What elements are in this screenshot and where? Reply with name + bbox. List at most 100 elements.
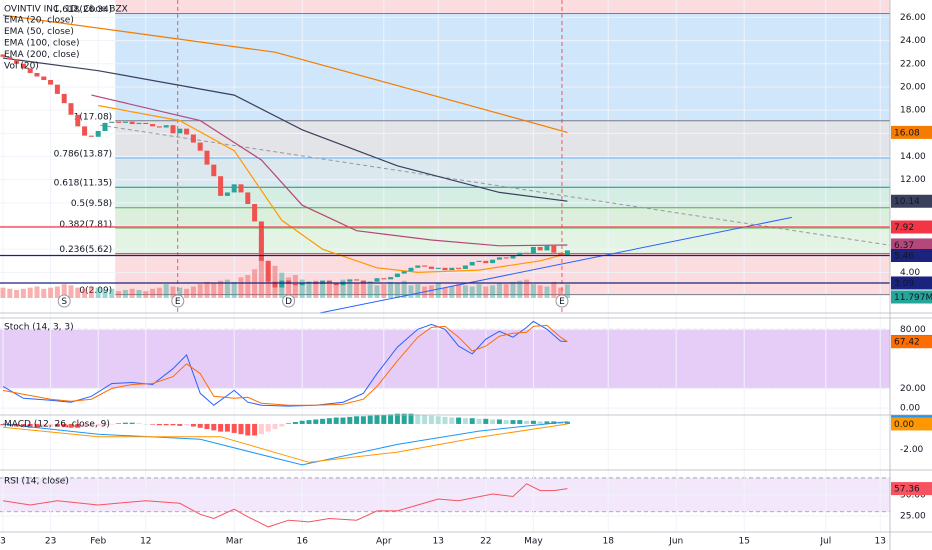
candle — [530, 246, 536, 254]
volume-bar — [34, 286, 40, 298]
price-tag — [891, 276, 932, 290]
volume-bar — [0, 287, 6, 298]
macd-histogram-bar — [306, 420, 312, 424]
volume-bar — [129, 288, 135, 298]
macd-histogram-bar — [442, 416, 448, 424]
volume-bar — [313, 280, 319, 298]
y-tick-label: 12.00 — [900, 175, 926, 185]
macd-histogram-bar — [326, 418, 332, 424]
volume-bar — [496, 283, 502, 298]
macd-histogram-bar — [156, 423, 162, 426]
candle — [442, 267, 448, 271]
price-tag — [891, 125, 932, 139]
macd-histogram-bar — [129, 422, 135, 424]
fib-top-fill — [115, 0, 890, 14]
candle — [469, 261, 475, 266]
macd-histogram-bar — [286, 423, 292, 424]
macd-histogram-bar — [503, 420, 509, 424]
price-tag-label: 57.36 — [894, 485, 920, 495]
candle — [483, 260, 489, 264]
candle — [211, 164, 217, 177]
macd-histogram-bar — [367, 415, 373, 424]
macd-histogram-bar — [48, 423, 54, 427]
macd-histogram-bar — [116, 423, 122, 424]
macd-histogram-bar — [27, 423, 33, 428]
macd-histogram-bar — [347, 416, 353, 424]
macd-histogram-bar — [34, 423, 40, 428]
volume-bar — [163, 284, 169, 298]
volume-bar — [177, 287, 183, 298]
volume-bar — [360, 280, 366, 298]
macd-histogram-bar — [190, 423, 196, 427]
candle — [456, 267, 462, 269]
candle — [544, 245, 550, 251]
volume-bar — [20, 288, 26, 298]
candle — [299, 282, 305, 286]
fib-label: 0(2.09) — [79, 286, 112, 296]
volume-bar — [258, 234, 264, 298]
macd-histogram-bar — [374, 415, 380, 424]
macd-histogram-bar — [401, 413, 407, 424]
price-tag — [891, 220, 932, 234]
candle — [54, 84, 60, 94]
candle — [333, 282, 339, 286]
volume-bar — [245, 275, 251, 298]
fib-band — [115, 13, 890, 121]
candle — [7, 56, 13, 60]
volume-bar — [68, 285, 74, 298]
volume-bar — [14, 289, 20, 298]
macd-histogram-bar — [184, 423, 190, 426]
candle — [68, 103, 74, 115]
volume-bar — [190, 286, 196, 298]
macd-histogram-bar — [231, 423, 237, 433]
candle — [265, 260, 271, 282]
macd-histogram-bar — [544, 421, 550, 424]
macd-histogram-bar — [272, 423, 278, 430]
macd-line — [2, 423, 568, 463]
candle — [143, 122, 149, 125]
macd-histogram-bar — [408, 413, 414, 424]
macd-histogram-bar — [517, 420, 523, 424]
fib-label: 0.382(7.81) — [59, 220, 112, 230]
legend-entry: EMA (20, close) — [4, 16, 74, 26]
volume-bar — [238, 277, 244, 298]
candle — [122, 121, 128, 123]
candle — [82, 126, 88, 136]
price-tag-label: 67.42 — [894, 338, 920, 348]
y-tick-label: 0.00 — [900, 404, 920, 414]
macd-histogram-bar — [252, 423, 258, 436]
candle — [428, 266, 434, 269]
candle — [537, 246, 543, 251]
candle — [462, 265, 468, 269]
volume-bar — [197, 284, 203, 298]
fib-band — [115, 120, 890, 159]
volume-bar — [483, 286, 489, 298]
candle — [224, 192, 230, 196]
volume-bar — [88, 286, 94, 298]
volume-bar — [156, 287, 162, 298]
macd-histogram-bar — [530, 420, 536, 424]
legend-entry: Vol (20) — [4, 62, 39, 72]
volume-bar — [517, 280, 523, 298]
volume-bar — [218, 280, 224, 298]
candle — [20, 63, 26, 69]
volume-bar — [449, 286, 455, 298]
candle — [95, 130, 101, 137]
candle — [163, 125, 169, 128]
y-tick-label: 22.00 — [900, 59, 926, 69]
event-letter: E — [559, 297, 565, 307]
candle — [354, 279, 360, 281]
volume-bar — [326, 281, 332, 298]
macd-histogram-bar — [102, 423, 108, 426]
x-tick-label: Jul — [819, 537, 831, 547]
volume-bar — [286, 277, 292, 298]
volume-bar — [150, 288, 156, 298]
x-tick-label: 15 — [738, 537, 749, 547]
macd-histogram-bar — [333, 417, 339, 424]
macd-histogram-bar — [245, 423, 251, 436]
volume-bar — [347, 281, 353, 298]
macd-histogram-bar — [204, 423, 210, 430]
volume-bar — [95, 287, 101, 298]
macd-histogram-bar — [238, 423, 244, 435]
